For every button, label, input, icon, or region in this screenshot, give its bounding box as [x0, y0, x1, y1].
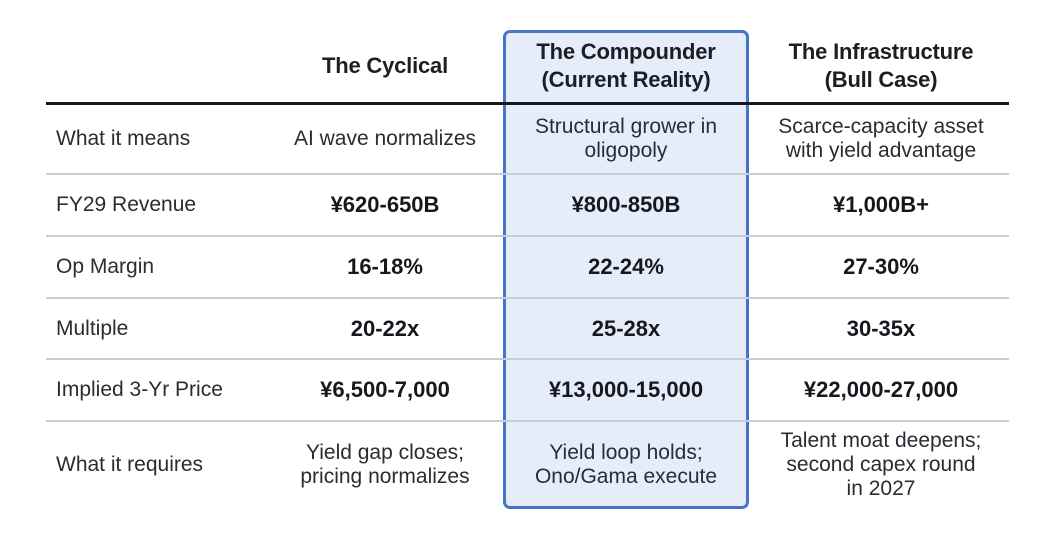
- cell-line: second capex round: [786, 453, 976, 476]
- column-header-line: (Bull Case): [824, 67, 938, 92]
- cell-cyclical-requirements: Yield gap closes; pricing normalizes: [270, 422, 500, 508]
- row-label-fy29-revenue: FY29 Revenue: [56, 193, 197, 216]
- row-label-what-it-means: What it means: [56, 126, 191, 150]
- cell-line: AI wave normalizes: [293, 126, 477, 150]
- cell-line: Talent moat deepens;: [780, 429, 982, 452]
- column-header-infrastructure: The Infrastructure (Bull Case): [752, 30, 1010, 102]
- cell-infrastructure-meaning: Scarce-capacity asset with yield advantag…: [752, 104, 1010, 173]
- cell-cyclical-revenue: ¥620-650B: [330, 192, 440, 217]
- cell-line: pricing normalizes: [300, 465, 470, 488]
- row-divider: [46, 173, 1009, 175]
- column-header-cyclical: The Cyclical: [270, 30, 500, 102]
- row-divider: [46, 420, 1009, 422]
- row-divider: [46, 235, 1009, 237]
- cell-line: in 2027: [846, 477, 916, 500]
- cell-infrastructure-margin: 27-30%: [843, 254, 919, 279]
- cell-infrastructure-price: ¥22,000-27,000: [803, 377, 959, 402]
- cell-compounder-requirements: Yield loop holds; Ono/Gama execute: [506, 422, 746, 508]
- compounder-column-highlight: [503, 30, 749, 509]
- cell-cyclical-multiple: 20-22x: [350, 315, 420, 341]
- row-label-op-margin: Op Margin: [56, 255, 155, 278]
- row-divider: [46, 358, 1009, 360]
- cell-compounder-revenue: ¥800-850B: [571, 192, 681, 217]
- row-label-multiple: Multiple: [56, 316, 129, 340]
- row-divider: [46, 297, 1009, 299]
- cell-compounder-price: ¥13,000-15,000: [548, 377, 704, 402]
- column-header-compounder: The Compounder (Current Reality): [506, 30, 746, 102]
- cell-line: oligopoly: [584, 138, 668, 162]
- header-divider: [46, 102, 1009, 105]
- column-header-line: (Current Reality): [541, 67, 711, 92]
- cell-infrastructure-revenue: ¥1,000B+: [832, 192, 930, 217]
- cell-line: Scarce-capacity asset: [778, 114, 984, 138]
- column-header-line: The Cyclical: [322, 53, 448, 78]
- cell-cyclical-price: ¥6,500-7,000: [320, 377, 450, 402]
- cell-line: Yield gap closes;: [306, 441, 464, 464]
- column-header-line: The Infrastructure: [788, 39, 974, 64]
- row-label-what-it-requires: What it requires: [56, 453, 204, 476]
- column-header-line: The Compounder: [536, 39, 716, 64]
- cell-line: with yield advantage: [785, 138, 977, 162]
- cell-infrastructure-multiple: 30-35x: [846, 315, 916, 341]
- cell-line: Yield loop holds;: [549, 441, 703, 464]
- row-label-implied-price: Implied 3-Yr Price: [56, 378, 223, 401]
- cell-cyclical-margin: 16-18%: [347, 254, 423, 279]
- cell-cyclical-meaning: AI wave normalizes: [270, 104, 500, 173]
- cell-compounder-meaning: Structural grower in oligopoly: [506, 104, 746, 173]
- cell-line: Ono/Gama execute: [534, 465, 718, 488]
- cell-compounder-multiple: 25-28x: [591, 315, 661, 341]
- cell-line: Structural grower in: [534, 114, 718, 138]
- cell-infrastructure-requirements: Talent moat deepens; second capex round in…: [752, 422, 1010, 508]
- cell-compounder-margin: 22-24%: [588, 254, 664, 279]
